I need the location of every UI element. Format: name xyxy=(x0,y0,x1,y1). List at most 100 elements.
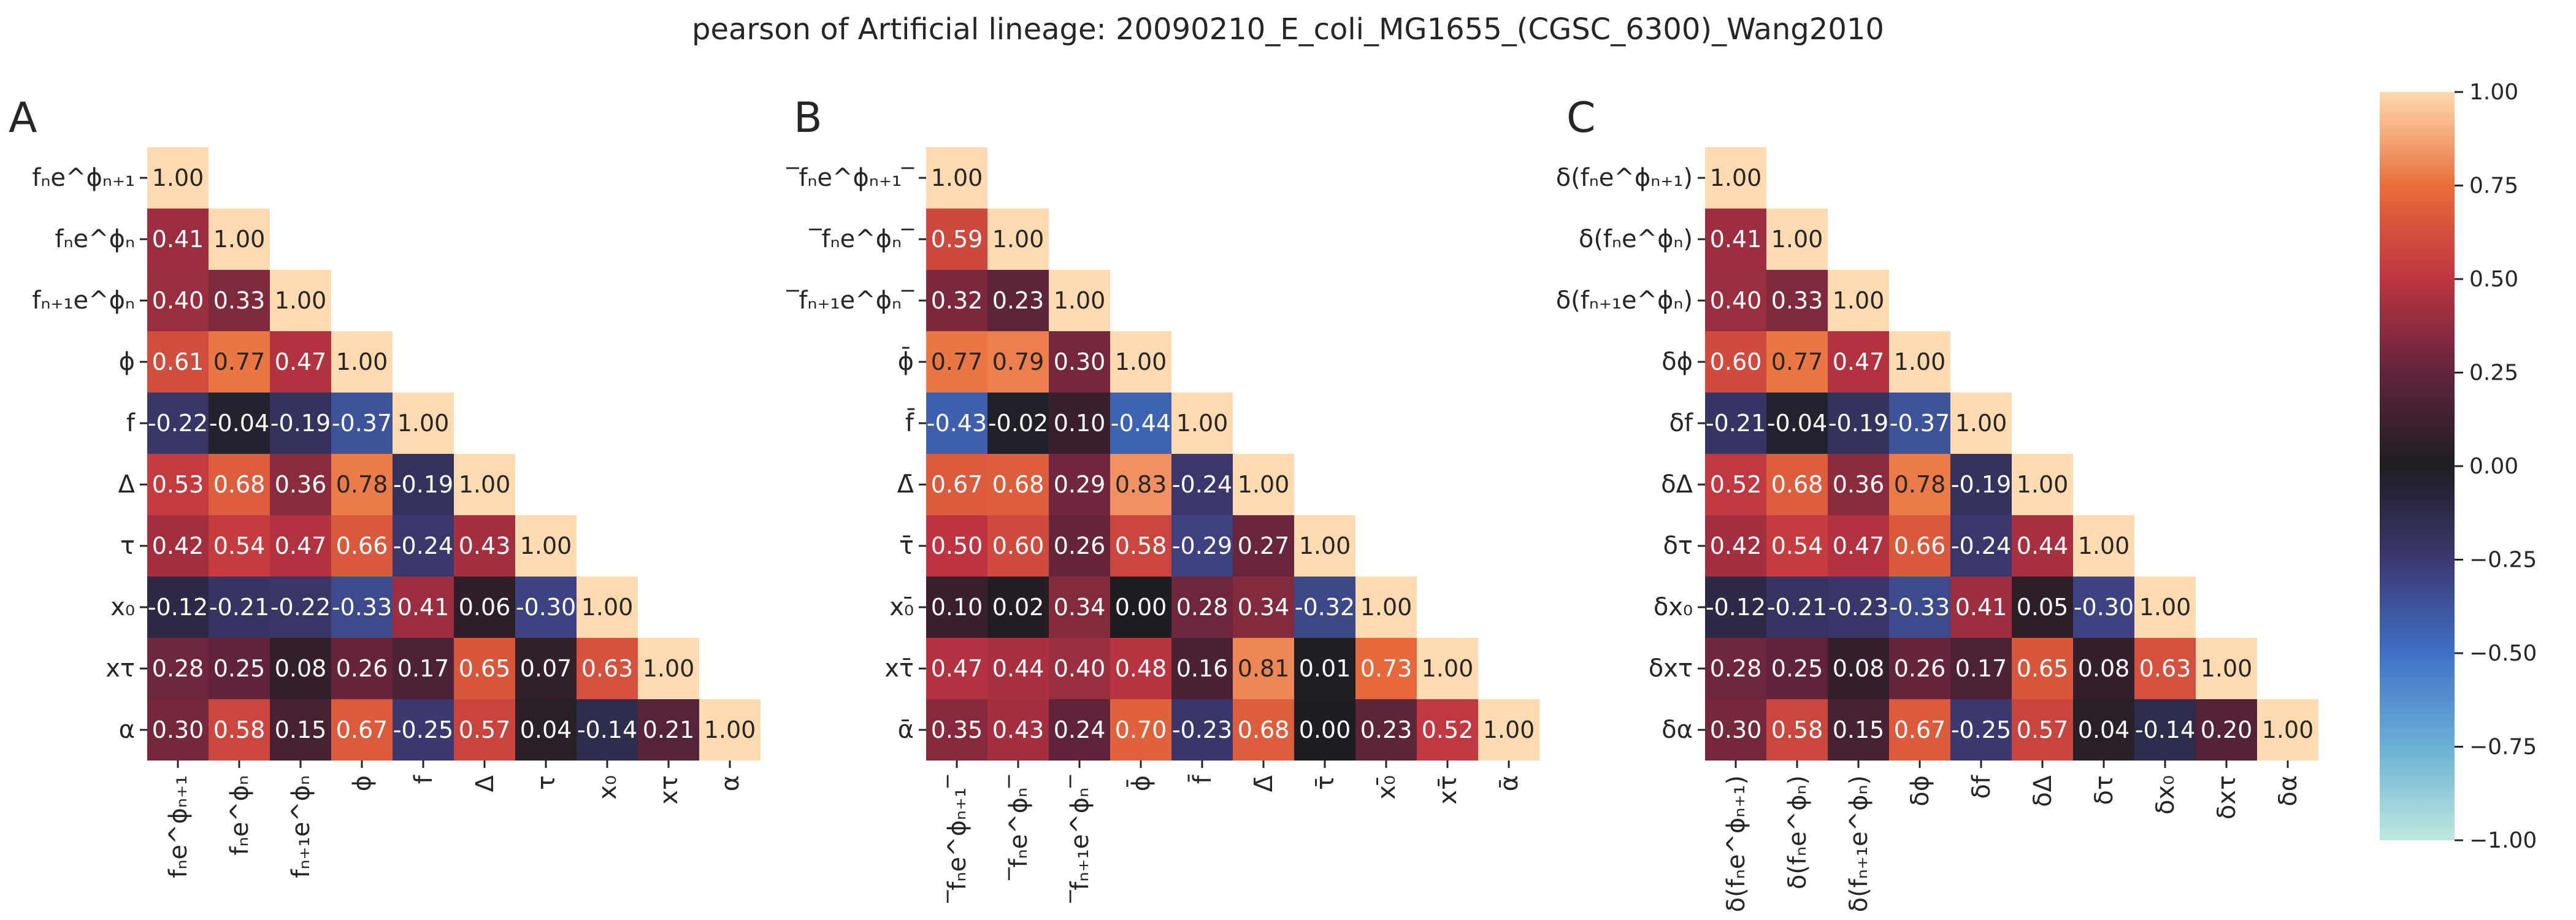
heatmap-cell xyxy=(454,515,515,577)
x-tick-label: ϕ xyxy=(348,775,377,791)
cell-value-label: 0.17 xyxy=(397,655,450,682)
heatmap-cell xyxy=(1828,331,1889,393)
cell-value-label: 1.00 xyxy=(1955,410,2007,437)
heatmap-cell xyxy=(987,638,1049,699)
cell-value-label: -0.37 xyxy=(332,410,392,437)
heatmap-cell xyxy=(2012,638,2073,699)
x-tick-label: f xyxy=(410,775,438,784)
heatmap-cell xyxy=(1233,577,1294,638)
y-tick-label: δ(fₙe^ϕₙ₊₁) xyxy=(1556,164,1693,192)
heatmap-cell xyxy=(454,638,515,699)
heatmap-cell xyxy=(2257,699,2318,761)
cell-value-label: 0.30 xyxy=(1710,716,1762,743)
heatmap-cell xyxy=(2012,699,2073,761)
cell-value-label: 0.10 xyxy=(1054,410,1106,437)
y-tick-label: τ xyxy=(120,532,135,560)
y-tick-label: δα xyxy=(1662,716,1693,744)
cell-value-label: 1.00 xyxy=(992,226,1045,253)
cell-value-label: 0.78 xyxy=(1894,471,1946,498)
heatmap-cell xyxy=(1110,331,1171,393)
heatmap-cell xyxy=(2134,577,2196,638)
panels-layer: A 1.00 0.41 1.00 0.40 0.33 1.00 0.61 0.77 0.47 1.0… xyxy=(9,94,2318,912)
heatmap-cell xyxy=(1889,699,1950,761)
cell-value-label: 0.67 xyxy=(931,471,983,498)
cell-value-label: 0.30 xyxy=(152,716,204,743)
y-tick-label: δxτ xyxy=(1649,654,1693,683)
x-tick-label: x₀ xyxy=(594,775,622,800)
x-tick-label: xτ̄ xyxy=(1434,775,1462,805)
x-tick-label: δ(fₙe^ϕₙ₊₁) xyxy=(1722,775,1750,912)
cell-value-label: -0.21 xyxy=(1767,594,1827,621)
heatmap-cell xyxy=(1110,638,1171,699)
heatmap-cell xyxy=(2134,638,2196,699)
y-tick-label: ‾fₙe^ϕₙ‾ xyxy=(809,225,914,253)
cell-value-label: 0.08 xyxy=(2078,655,2130,682)
cell-value-label: 0.29 xyxy=(1054,471,1106,498)
x-tick-label: fₙ₊₁e^ϕₙ xyxy=(287,775,315,878)
x-tick-label: δ(fₙe^ϕₙ) xyxy=(1784,775,1812,889)
cell-value-label: 0.21 xyxy=(643,716,695,743)
cell-value-label: 0.44 xyxy=(992,655,1045,682)
heatmap-cell xyxy=(1828,638,1889,699)
cell-value-label: 1.00 xyxy=(1176,410,1229,437)
colorbar-tick-label: −1.00 xyxy=(2469,828,2537,853)
cell-value-label: 0.66 xyxy=(1894,532,1946,559)
heatmap-cell xyxy=(1171,577,1233,638)
heatmap-cell xyxy=(1233,699,1294,761)
y-tick-label: δϕ xyxy=(1662,348,1693,376)
heatmap-cell xyxy=(1889,454,1950,515)
cell-value-label: 0.67 xyxy=(336,716,388,743)
cell-value-label: 0.63 xyxy=(581,655,634,682)
heatmap-cell xyxy=(147,209,209,270)
y-tick-label: Δ xyxy=(118,470,136,499)
y-tick-label: x₀̄ xyxy=(889,593,914,621)
heatmap-cell xyxy=(987,331,1049,393)
y-tick-label: δτ xyxy=(1663,532,1693,560)
colorbar-tick-label: −0.50 xyxy=(2469,641,2537,666)
heatmap-cell xyxy=(1294,577,1355,638)
cell-value-label: 1.00 xyxy=(931,164,983,191)
cell-value-label: -0.32 xyxy=(1295,594,1355,621)
heatmap-cell xyxy=(1049,393,1110,454)
cell-value-label: 0.40 xyxy=(1710,287,1762,314)
cell-value-label: 1.00 xyxy=(1360,594,1413,621)
heatmap-cell xyxy=(331,454,393,515)
heatmap-cell xyxy=(987,393,1049,454)
cell-value-label: 0.32 xyxy=(931,287,983,314)
heatmap-cell xyxy=(1171,699,1233,761)
x-tick-label: δx₀ xyxy=(2152,775,2180,815)
heatmap-cell xyxy=(987,454,1049,515)
cell-value-label: 0.43 xyxy=(459,532,511,559)
heatmap-cell xyxy=(331,638,393,699)
heatmap-cell xyxy=(1889,638,1950,699)
heatmap-cell xyxy=(1233,638,1294,699)
cell-value-label: -0.23 xyxy=(1172,716,1232,743)
cell-value-label: 0.28 xyxy=(152,655,204,682)
cell-value-label: -0.24 xyxy=(393,532,453,559)
cell-value-label: -0.44 xyxy=(1111,410,1171,437)
cell-value-label: 0.27 xyxy=(1238,532,1290,559)
heatmap-cell xyxy=(515,699,577,761)
cell-value-label: -0.30 xyxy=(2074,594,2134,621)
cell-value-label: -0.43 xyxy=(927,410,987,437)
heatmap-cell xyxy=(1049,331,1110,393)
x-tick-label: fₙe^ϕₙ xyxy=(226,775,254,855)
heatmap-cell xyxy=(1705,393,1766,454)
heatmap-cell xyxy=(926,515,987,577)
heatmap-cell xyxy=(2012,454,2073,515)
cell-value-label: 0.26 xyxy=(1054,532,1106,559)
heatmap-cell xyxy=(1705,147,1766,209)
heatmap-cell xyxy=(270,331,331,393)
heatmap-cell xyxy=(331,515,393,577)
cell-value-label: 0.47 xyxy=(1833,348,1885,375)
heatmap-cell xyxy=(926,331,987,393)
heatmap-cell xyxy=(1828,577,1889,638)
heatmap-cell xyxy=(926,577,987,638)
cell-value-label: -0.12 xyxy=(148,594,208,621)
cell-value-label: 0.67 xyxy=(1894,716,1946,743)
cell-value-label: 0.24 xyxy=(1054,716,1106,743)
y-tick-label: x₀ xyxy=(110,593,135,621)
heatmap-cell xyxy=(270,270,331,331)
heatmap-cell xyxy=(1171,638,1233,699)
x-tick-label: ‾fₙe^ϕₙ₊₁‾ xyxy=(943,775,972,903)
